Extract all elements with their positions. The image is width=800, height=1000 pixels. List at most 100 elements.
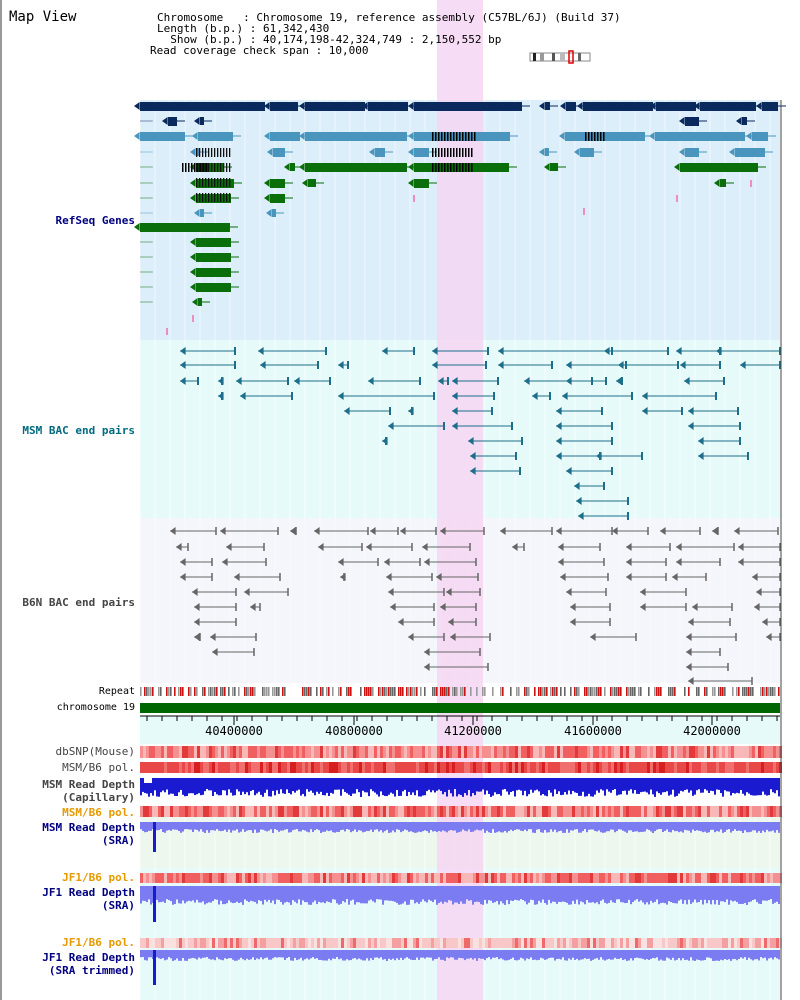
jf1-trim-depth-bar <box>462 950 464 959</box>
msm-cap-depth-bar <box>660 778 662 795</box>
heatmap-cell <box>278 746 281 758</box>
jf1-sra-depth-bar <box>702 886 704 905</box>
heatmap-cell <box>578 873 581 883</box>
msm-cap-depth-bar <box>210 778 212 791</box>
msm-cap-depth-bar <box>550 778 552 793</box>
msm-cap-depth-bar <box>330 778 332 793</box>
heatmap-cell <box>719 762 722 773</box>
heatmap-cell <box>419 762 422 773</box>
heatmap-cell <box>530 806 533 817</box>
msm-sra-depth-bar <box>266 822 268 832</box>
repeat-mark <box>228 687 230 696</box>
heatmap-cell <box>758 746 761 758</box>
jf1-trim-depth-bar <box>432 950 434 961</box>
msm-cap-depth-bar <box>256 778 258 794</box>
repeat-mark <box>384 687 386 696</box>
jf1-trim-depth-bar <box>174 950 176 961</box>
heatmap-cell <box>485 873 488 883</box>
heatmap-cell <box>641 746 644 758</box>
heatmap-cell <box>572 938 575 948</box>
msm-cap-depth-bar <box>308 778 310 792</box>
msm-sra-depth-bar <box>252 822 254 833</box>
jf1-trim-depth-bar <box>380 950 382 958</box>
msm-cap-depth-bar <box>312 778 314 793</box>
heatmap-cell <box>602 746 605 758</box>
msm-sra-depth-bar <box>654 822 656 832</box>
msm-sra-depth-bar <box>334 822 336 833</box>
repeat-mark <box>760 687 762 696</box>
heatmap-cell <box>278 806 281 817</box>
heatmap-cell <box>758 806 761 817</box>
msm-cap-depth-bar <box>726 778 728 792</box>
jf1-sra-depth-bar <box>760 886 762 905</box>
heatmap-cell <box>371 873 374 883</box>
heatmap-cell <box>191 873 194 883</box>
exon-tick <box>432 148 434 157</box>
heatmap-cell <box>458 762 461 773</box>
jf1-trim-depth-bar <box>176 950 178 959</box>
msm-cap-depth-bar <box>148 778 150 797</box>
heatmap-cell <box>677 762 680 773</box>
heatmap-cell <box>155 746 158 758</box>
heatmap-cell <box>221 762 224 773</box>
msm-cap-depth-bar <box>562 778 564 795</box>
heatmap-cell <box>275 938 278 948</box>
heatmap-cell <box>257 762 260 773</box>
jf1-trim-depth-bar <box>456 950 458 960</box>
heatmap-cell <box>452 938 455 948</box>
heatmap-cell <box>311 746 314 758</box>
heatmap-cell <box>146 806 149 817</box>
heatmap-cell <box>302 806 305 817</box>
exon-tick <box>205 163 207 172</box>
jf1-trim-depth-bar <box>580 950 582 960</box>
heatmap-cell <box>710 806 713 817</box>
heatmap-cell <box>356 938 359 948</box>
msm-sra-depth-bar <box>192 822 194 833</box>
jf1-sra-depth-bar <box>650 886 652 901</box>
repeat-mark <box>770 687 772 696</box>
msm-cap-depth-bar <box>692 778 694 796</box>
jf1-sra-depth-bar <box>590 886 592 903</box>
heatmap-cell <box>164 873 167 883</box>
msm-sra-depth-bar <box>308 822 310 833</box>
repeat-mark <box>630 687 632 696</box>
msm-sra-depth-bar <box>360 822 362 831</box>
heatmap-cell <box>569 873 572 883</box>
heatmap-cell <box>182 762 185 773</box>
heatmap-cell <box>416 746 419 758</box>
exon-tick <box>471 132 473 141</box>
jf1-trim-depth-bar <box>486 950 488 959</box>
heatmap-cell <box>392 806 395 817</box>
heatmap-cell <box>608 873 611 883</box>
repeat-mark <box>492 687 494 696</box>
heatmap-cell <box>263 746 266 758</box>
heatmap-cell <box>464 746 467 758</box>
heatmap-cell <box>758 938 761 948</box>
jf1-trim-depth-bar <box>304 950 306 960</box>
heatmap-cell <box>254 746 257 758</box>
exon-tick <box>199 193 201 202</box>
msm-cap-depth-bar <box>516 778 518 791</box>
msm-cap-depth-bar <box>388 778 390 795</box>
msm-sra-depth-bar <box>236 822 238 830</box>
heatmap-cell <box>362 762 365 773</box>
heatmap-cell <box>218 762 221 773</box>
msm-sra-depth-bar <box>394 822 396 833</box>
exon-tick <box>229 148 231 157</box>
repeat-mark <box>328 687 330 696</box>
heatmap-cell <box>341 938 344 948</box>
jf1-trim-depth-bar <box>764 950 766 958</box>
repeat-mark <box>320 687 322 696</box>
jf1-trim-depth-bar <box>464 950 466 961</box>
heatmap-cell <box>470 762 473 773</box>
jf1-sra-depth-bar <box>744 886 746 904</box>
jf1-trim-depth-bar <box>672 950 674 958</box>
heatmap-cell <box>398 938 401 948</box>
msm-sra-depth-bar <box>264 822 266 831</box>
heatmap-cell <box>716 806 719 817</box>
msm-sra-depth-bar <box>228 822 230 830</box>
msm-cap-depth-bar <box>190 778 192 794</box>
msm-cap-depth-bar <box>574 778 576 793</box>
heatmap-cell <box>236 873 239 883</box>
